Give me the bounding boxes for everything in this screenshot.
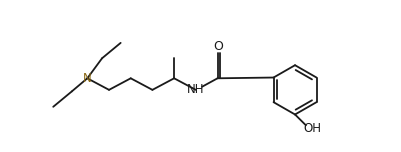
Text: OH: OH [303,122,321,135]
Text: N: N [83,72,92,85]
Text: O: O [214,40,224,53]
Text: NH: NH [187,83,205,96]
